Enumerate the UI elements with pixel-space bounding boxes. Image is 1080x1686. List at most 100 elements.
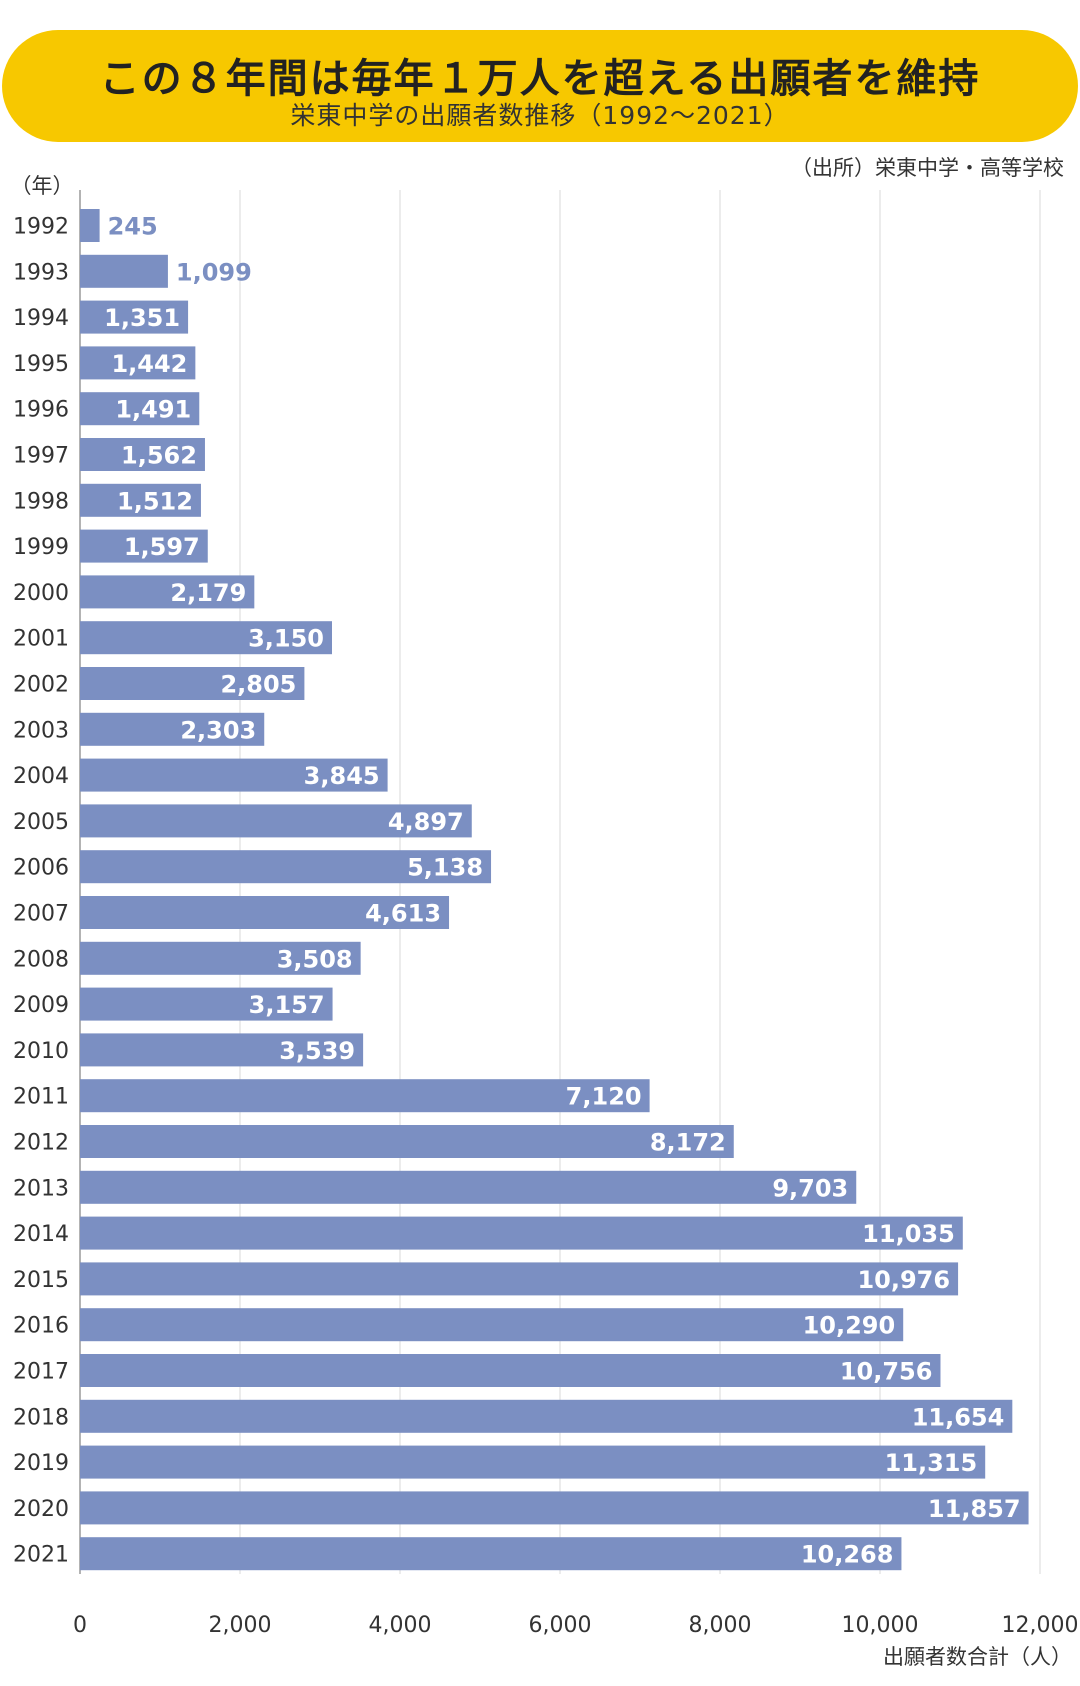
category-label: 2010 [13, 1039, 69, 1064]
category-label: 2014 [13, 1222, 69, 1247]
bar [80, 529, 208, 563]
bar [80, 1033, 364, 1067]
value-label: 3,150 [248, 625, 324, 653]
bar [80, 987, 333, 1021]
bar [80, 575, 255, 609]
category-label: 2003 [13, 718, 69, 743]
value-label: 2,303 [180, 716, 256, 744]
category-label: 2013 [13, 1176, 69, 1201]
bar [80, 254, 168, 288]
value-label: 1,597 [124, 533, 200, 561]
value-label: 11,654 [912, 1403, 1005, 1431]
category-label: 2004 [13, 764, 69, 789]
category-label: 2019 [13, 1451, 69, 1476]
value-label: 1,512 [117, 487, 193, 515]
bar [80, 896, 450, 929]
bar [80, 1445, 986, 1479]
category-label: 1993 [13, 260, 69, 285]
bar [80, 941, 361, 975]
category-label: 1994 [13, 306, 69, 331]
bar [80, 1537, 902, 1571]
value-label: 1,491 [115, 396, 191, 424]
category-label: 2005 [13, 810, 69, 835]
value-label: 10,290 [803, 1312, 896, 1340]
value-label: 2,179 [170, 579, 246, 607]
bar [80, 300, 189, 334]
bar [80, 667, 305, 700]
value-label: 11,857 [928, 1495, 1021, 1523]
value-label: 3,845 [304, 762, 380, 790]
category-label: 2001 [13, 627, 69, 652]
value-label: 10,976 [857, 1266, 950, 1294]
value-label: 7,120 [566, 1083, 642, 1111]
bar [80, 1262, 959, 1296]
value-label: 1,099 [176, 258, 252, 286]
bar [80, 1216, 963, 1250]
bar [80, 712, 265, 746]
value-label: 10,268 [801, 1541, 894, 1569]
value-label: 1,351 [104, 304, 180, 332]
value-label: 9,703 [772, 1174, 848, 1202]
bar [80, 438, 205, 471]
value-label: 11,315 [885, 1449, 978, 1477]
value-label: 2,805 [220, 671, 296, 699]
x-axis-label: 出願者数合計（人） [883, 1645, 1072, 1669]
x-tick-label: 0 [73, 1613, 87, 1638]
category-label: 2015 [13, 1268, 69, 1293]
category-label: 1996 [13, 398, 69, 423]
value-label: 8,172 [650, 1129, 726, 1157]
category-label: 1997 [13, 444, 69, 469]
bar [80, 1308, 904, 1342]
x-tick-label: 8,000 [689, 1613, 752, 1638]
bar [80, 804, 472, 838]
category-label: 2017 [13, 1360, 69, 1385]
value-label: 4,897 [388, 808, 464, 836]
x-tick-label: 6,000 [529, 1613, 592, 1638]
value-label: 4,613 [365, 900, 441, 928]
bar [80, 483, 201, 517]
x-tick-label: 2,000 [209, 1613, 272, 1638]
category-label: 2016 [13, 1314, 69, 1339]
bar [80, 346, 196, 380]
bar [80, 209, 100, 242]
category-label: 1995 [13, 352, 69, 377]
value-label: 5,138 [407, 854, 483, 882]
category-label: 2009 [13, 993, 69, 1018]
bar [80, 392, 200, 426]
category-label: 2007 [13, 902, 69, 927]
x-tick-label: 10,000 [842, 1613, 919, 1638]
category-label: 1992 [13, 215, 69, 240]
bar [80, 621, 332, 655]
source-note: （出所）栄東中学・高等学校 [791, 156, 1064, 180]
value-label: 3,508 [277, 945, 353, 973]
category-label: 2002 [13, 673, 69, 698]
category-label: 1998 [13, 489, 69, 514]
bar [80, 1354, 941, 1387]
category-label: 2000 [13, 581, 69, 606]
bar [80, 1399, 1013, 1433]
value-label: 245 [108, 213, 158, 241]
x-tick-label: 12,000 [1002, 1613, 1079, 1638]
category-label: 2006 [13, 856, 69, 881]
value-label: 10,756 [840, 1358, 933, 1386]
bar [80, 758, 388, 792]
value-label: 1,562 [121, 442, 197, 470]
value-label: 3,157 [249, 991, 325, 1019]
y-axis-label: （年） [11, 174, 74, 198]
chart-title: この８年間は毎年１万人を超える出願者を維持 [99, 56, 981, 102]
category-label: 2012 [13, 1131, 69, 1156]
value-label: 1,442 [111, 350, 187, 378]
value-label: 11,035 [862, 1220, 955, 1248]
bar [80, 850, 492, 884]
bar [80, 1079, 650, 1113]
category-label: 2020 [13, 1497, 69, 1522]
bar [80, 1170, 857, 1204]
value-label: 3,539 [279, 1037, 355, 1065]
title-banner: この８年間は毎年１万人を超える出願者を維持 栄東中学の出願者数推移（1992～2… [2, 30, 1078, 142]
category-label: 2011 [13, 1085, 69, 1110]
category-label: 1999 [13, 535, 69, 560]
category-label: 2008 [13, 947, 69, 972]
chart-subtitle: 栄東中学の出願者数推移（1992～2021） [290, 101, 790, 130]
bar [80, 1125, 734, 1158]
